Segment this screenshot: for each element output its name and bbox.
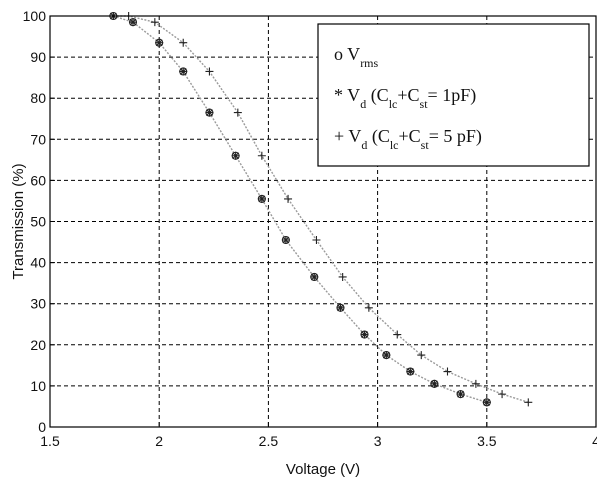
star-marker (231, 151, 240, 160)
y-tick-label: 60 (30, 172, 46, 188)
plus-marker (257, 151, 266, 160)
star-marker (179, 67, 188, 76)
star-marker (360, 330, 369, 339)
legend-entry: + Vd (Clc+Cst= 5 pF) (334, 126, 482, 152)
plus-marker (498, 390, 507, 399)
star-marker (310, 272, 319, 281)
fit-curve (113, 15, 488, 403)
legend-entry: * Vd (Clc+Cst= 1pF) (334, 85, 476, 111)
y-tick-label: 0 (38, 419, 46, 435)
star-marker (281, 235, 290, 244)
y-tick-label: 10 (30, 378, 46, 394)
plus-marker (393, 330, 402, 339)
star-marker (205, 108, 214, 117)
legend-entry: o Vrms (334, 44, 379, 70)
y-tick-label: 30 (30, 296, 46, 312)
plus-marker (312, 235, 321, 244)
plus-marker (443, 367, 452, 376)
plus-marker (364, 303, 373, 312)
plus-marker (150, 18, 159, 27)
star-marker (155, 38, 164, 47)
star-marker (336, 303, 345, 312)
y-tick-label: 70 (30, 131, 46, 147)
y-tick-label: 90 (30, 49, 46, 65)
y-tick-label: 50 (30, 214, 46, 230)
x-tick-label: 3 (374, 433, 382, 449)
x-axis-title: Voltage (V) (286, 461, 360, 478)
legend: o Vrms * Vd (Clc+Cst= 1pF) + Vd (Clc+Cst= … (317, 23, 590, 167)
y-axis-title: Transmission (%) (10, 163, 27, 279)
star-marker (406, 367, 415, 376)
y-tick-label: 100 (23, 8, 47, 24)
star-marker (382, 351, 391, 360)
star-marker (482, 398, 491, 407)
y-tick-label: 80 (30, 90, 46, 106)
plus-marker (284, 194, 293, 203)
plus-marker (233, 108, 242, 117)
star-marker (430, 379, 439, 388)
plus-marker (471, 379, 480, 388)
x-tick-label: 2.5 (259, 433, 279, 449)
star-marker (257, 194, 266, 203)
star-marker (456, 390, 465, 399)
x-tick-label: 2 (155, 433, 163, 449)
star-marker (128, 18, 137, 27)
x-tick-label: 1.5 (40, 433, 60, 449)
y-tick-label: 40 (30, 255, 46, 271)
plus-marker (205, 67, 214, 76)
plus-marker (338, 272, 347, 281)
x-tick-label: 3.5 (477, 433, 497, 449)
plus-marker (524, 398, 533, 407)
data-markers (109, 11, 533, 407)
plus-marker (417, 351, 426, 360)
legend-box (317, 23, 590, 167)
y-tick-label: 20 (30, 337, 46, 353)
x-tick-label: 4 (592, 433, 597, 449)
plus-marker (179, 38, 188, 47)
